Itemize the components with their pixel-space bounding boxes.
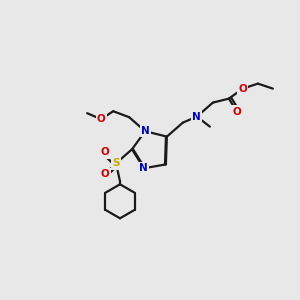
Text: S: S (112, 158, 120, 168)
Text: O: O (100, 169, 109, 179)
Text: N: N (140, 163, 148, 173)
Text: O: O (100, 147, 109, 157)
Text: N: N (193, 112, 201, 122)
Text: N: N (141, 126, 149, 136)
Text: O: O (97, 114, 106, 124)
Text: O: O (232, 106, 241, 117)
Text: O: O (238, 84, 247, 94)
